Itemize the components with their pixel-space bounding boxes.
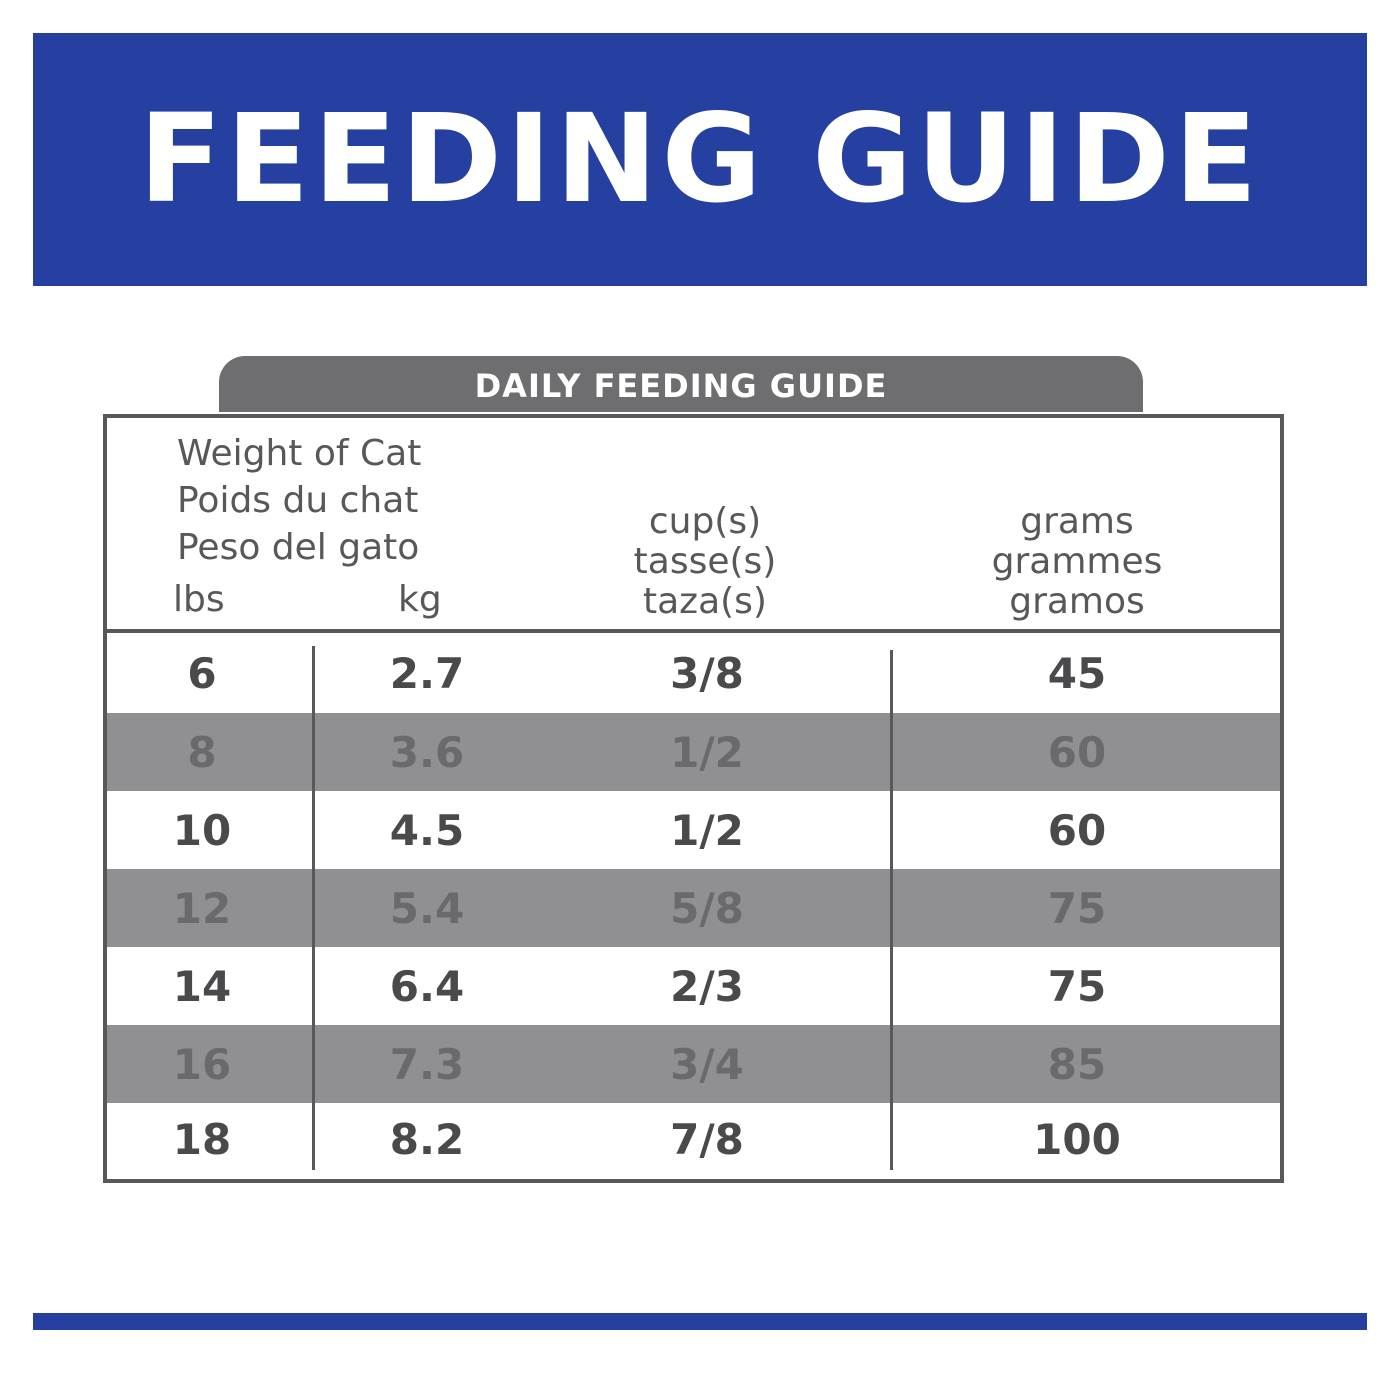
cups-header-es: taza(s) — [643, 581, 767, 622]
cups-cell: 7/8 — [670, 1114, 744, 1164]
cups-header-fr: tasse(s) — [633, 541, 777, 582]
banner-title: FEEDING GUIDE — [138, 87, 1262, 230]
grams-cell: 60 — [1047, 727, 1107, 777]
cups-cell: 1/2 — [670, 805, 744, 855]
bottom-bar — [33, 1313, 1367, 1330]
lbs-cell: 18 — [172, 1114, 232, 1164]
cups-header: cup(s) tasse(s) taza(s) — [575, 502, 835, 622]
lbs-cell: 14 — [172, 961, 232, 1011]
weight-header-es: Peso del gato — [177, 527, 420, 568]
grams-header-fr: grammes — [991, 541, 1163, 582]
table-row: 16 7.3 3/4 85 — [107, 1025, 1280, 1103]
kg-cell: 3.6 — [389, 727, 465, 777]
grams-cell: 100 — [1033, 1114, 1121, 1164]
cups-cell: 1/2 — [670, 727, 744, 777]
table-row: 12 5.4 5/8 75 — [107, 869, 1280, 947]
kg-cell: 5.4 — [389, 883, 465, 933]
feeding-table: Weight of Cat Poids du chat Peso del gat… — [103, 414, 1284, 1183]
kg-cell: 8.2 — [389, 1114, 465, 1164]
lbs-cell: 6 — [187, 648, 217, 698]
table-body: 6 2.7 3/8 45 8 3.6 1/2 60 10 4.5 1/2 60 … — [107, 633, 1280, 1175]
grams-header-en: grams — [1020, 501, 1134, 542]
kg-cell: 7.3 — [389, 1039, 465, 1089]
table-tab-title: DAILY FEEDING GUIDE — [474, 367, 888, 405]
column-divider-weight — [312, 646, 315, 1170]
table-row: 14 6.4 2/3 75 — [107, 947, 1280, 1025]
grams-cell: 45 — [1047, 648, 1107, 698]
table-row: 8 3.6 1/2 60 — [107, 713, 1280, 791]
lbs-cell: 8 — [187, 727, 217, 777]
cups-header-en: cup(s) — [648, 501, 762, 542]
kg-unit-header: kg — [398, 579, 442, 620]
cups-cell: 3/8 — [670, 648, 744, 698]
table-row: 18 8.2 7/8 100 — [107, 1103, 1280, 1175]
table-row: 10 4.5 1/2 60 — [107, 791, 1280, 869]
cups-cell: 5/8 — [670, 883, 744, 933]
top-banner: FEEDING GUIDE — [33, 33, 1367, 286]
lbs-cell: 12 — [172, 883, 232, 933]
table-row: 6 2.7 3/8 45 — [107, 633, 1280, 713]
weight-header-en: Weight of Cat — [177, 433, 422, 474]
grams-cell: 75 — [1047, 961, 1107, 1011]
grams-header-es: gramos — [1009, 581, 1145, 622]
kg-cell: 6.4 — [389, 961, 465, 1011]
lbs-cell: 10 — [172, 805, 232, 855]
column-divider-cups — [890, 650, 893, 1170]
kg-cell: 2.7 — [389, 648, 465, 698]
kg-cell: 4.5 — [389, 805, 465, 855]
lbs-cell: 16 — [172, 1039, 232, 1089]
cups-cell: 2/3 — [670, 961, 744, 1011]
grams-cell: 60 — [1047, 805, 1107, 855]
grams-header: grams grammes gramos — [955, 502, 1199, 622]
weight-header-fr: Poids du chat — [177, 480, 419, 521]
grams-cell: 75 — [1047, 883, 1107, 933]
grams-cell: 85 — [1047, 1039, 1107, 1089]
lbs-unit-header: lbs — [173, 579, 225, 620]
weight-header: Weight of Cat Poids du chat Peso del gat… — [177, 430, 421, 571]
table-header: Weight of Cat Poids du chat Peso del gat… — [107, 418, 1280, 633]
cups-cell: 3/4 — [670, 1039, 744, 1089]
table-tab: DAILY FEEDING GUIDE — [219, 356, 1143, 412]
